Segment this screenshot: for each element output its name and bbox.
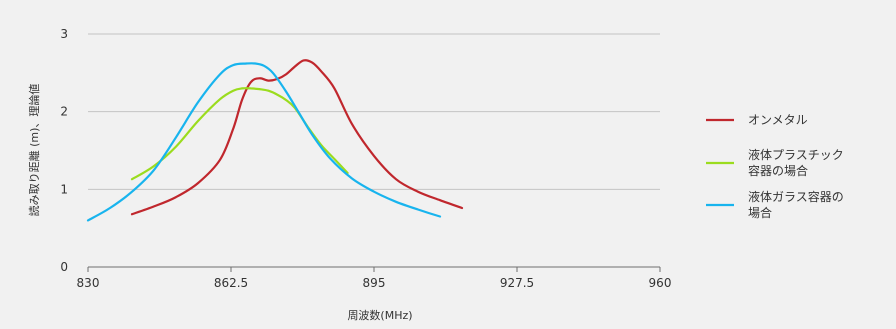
y-tick-label-1: 1 [60,182,68,196]
y-tick-labels: 0 1 2 3 [60,27,68,274]
x-tick-label-3: 927.5 [500,276,534,290]
x-tick-label-2: 895 [363,276,386,290]
series-lines [86,59,464,222]
series-line-1 [130,87,349,181]
x-tick-label-0: 830 [77,276,100,290]
y-axis-title: 読み取り距離 (m)、理論値 [27,84,41,217]
y-tick-label-2: 2 [60,105,68,119]
y-tick-label-0: 0 [60,260,68,274]
x-tick-labels: 830 862.5 895 927.5 960 [77,267,672,290]
y-gridlines [88,33,660,190]
x-axis-title: 周波数(MHz) [347,309,412,322]
legend-label-2: 液体ガラス容器の場合 [748,189,844,220]
series-line-0 [130,59,464,216]
legend-label-1: 液体プラスチック容器の場合 [748,147,844,178]
y-tick-label-3: 3 [60,27,68,41]
x-tick-label-1: 862.5 [214,276,248,290]
series-line-2 [86,62,442,222]
x-tick-label-4: 960 [649,276,672,290]
legend-label-0: オンメタル [748,113,808,127]
